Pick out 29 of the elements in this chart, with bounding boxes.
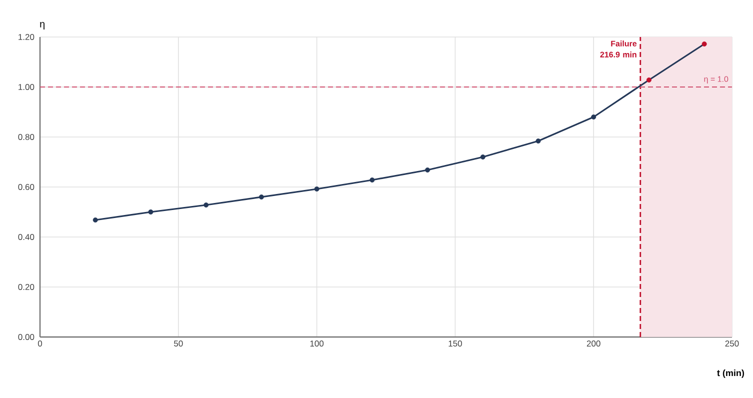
point [480,154,486,160]
y-tick-label: 1.00 [18,84,34,90]
x-tick-label: 250 [725,340,739,347]
point [591,114,596,120]
x-tick-label: 50 [174,340,183,347]
y-tick-label: 0.20 [18,284,34,290]
point [92,217,98,222]
y-tick-label: 0.40 [18,234,34,240]
point [536,138,541,144]
point [258,194,264,200]
point [148,209,154,214]
x-tick-label: 0 [38,340,42,347]
x-axis-title: t (min) [717,370,744,378]
point [425,167,430,172]
x-tick-label: 150 [448,340,462,347]
point [702,41,707,46]
point [314,186,320,192]
ref-line-label: η = 1.0 [704,76,728,84]
x-tick-label: 100 [310,340,324,347]
y-tick-label: 0.60 [18,184,34,190]
point [204,202,209,208]
y-tick-label: 1.20 [18,34,34,40]
x-tick-label: 200 [586,340,600,347]
ref-line-label: Failure 216.9 min [600,40,637,58]
y-tick-label: 0.00 [18,334,34,340]
point [646,77,652,82]
y-tick-label: 0.80 [18,134,34,140]
y-axis-title: η [40,22,44,30]
point [370,177,375,182]
